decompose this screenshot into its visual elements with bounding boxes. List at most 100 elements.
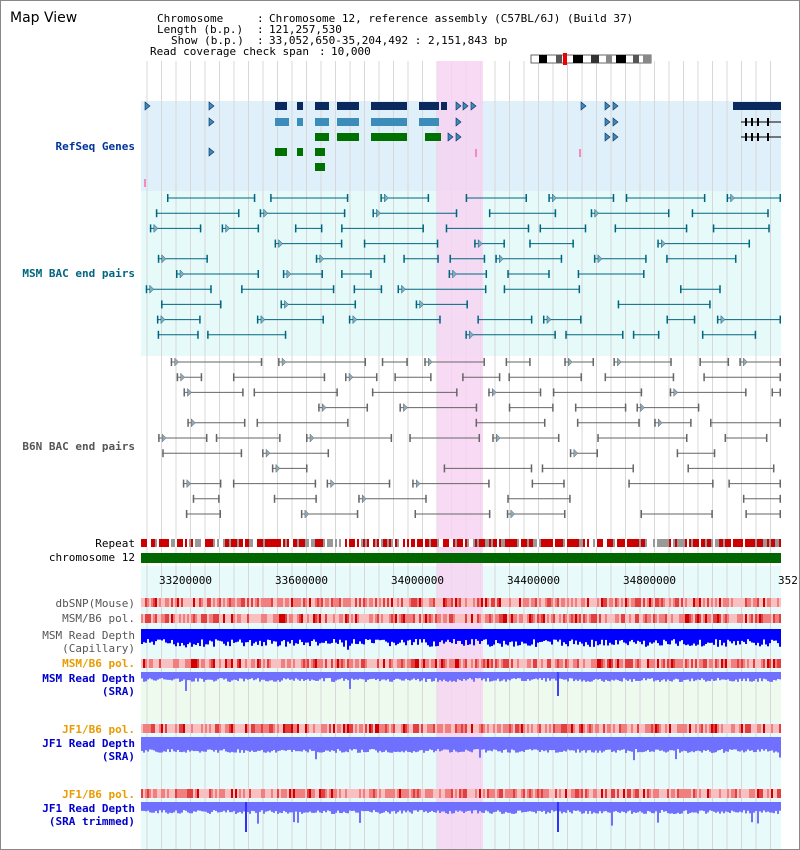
polymorphism-cell [271,614,273,623]
polymorphism-cell [697,789,699,798]
polymorphism-cell [561,614,563,623]
read-depth-bar [745,672,747,682]
read-depth-bar [659,672,661,682]
polymorphism-cell [705,614,707,623]
read-depth-bar [599,737,601,751]
read-depth-bar [617,629,619,645]
polymorphism-cell [677,598,679,607]
polymorphism-cell [461,614,463,623]
polymorphism-cell [245,724,247,733]
read-depth-bar [439,802,441,814]
polymorphism-cell [357,724,359,733]
polymorphism-cell [379,598,381,607]
polymorphism-cell [415,598,417,607]
track-label-msm-bac[interactable]: MSM BAC end pairs [22,267,135,280]
read-depth-bar [661,672,663,681]
polymorphism-cell [145,789,147,798]
polymorphism-cell [555,789,557,798]
polymorphism-cell [451,614,453,623]
read-depth-bar [685,629,687,646]
polymorphism-cell [223,789,225,798]
polymorphism-cell [577,659,579,668]
read-depth-bar [405,737,407,751]
polymorphism-cell [559,789,561,798]
read-depth-bar [643,802,645,814]
bac-end [727,358,730,366]
read-depth-bar [625,629,627,644]
read-depth-bar [627,629,629,646]
polymorphism-cell [365,598,367,607]
gene-strand-arrow [580,101,587,111]
polymorphism-cell [481,659,483,668]
polymorphism-cell [215,614,217,623]
read-depth-bar [677,672,679,680]
read-depth-bar [163,629,165,640]
polymorphism-cell [497,614,499,623]
polymorphism-cell [539,598,541,607]
track-label-jf1-b6-pol[interactable]: JF1/B6 pol. [62,723,135,736]
read-depth-bar [235,802,237,814]
read-depth-bar [563,629,565,643]
read-depth-bar [745,737,747,752]
repeat-mark [735,539,737,547]
read-depth-bar [633,629,635,643]
polymorphism-cell [267,614,269,623]
bac-end [343,209,346,218]
axis-tick-label: 34000000 [391,574,444,587]
polymorphism-cell [435,659,437,668]
read-depth-bar [297,629,299,644]
track-label-msm-depth-capillary[interactable]: MSM Read Depth [42,629,135,642]
repeat-mark [341,539,343,547]
read-depth-bar [367,802,369,811]
track-label-jf1-depth-sra[interactable]: JF1 Read Depth [42,737,135,750]
polymorphism-cell [443,789,445,798]
read-depth-bar [219,737,221,751]
bac-end [498,373,501,382]
polymorphism-cell [381,659,383,668]
repeat-mark [153,539,155,547]
read-depth-bar [461,629,463,645]
polymorphism-cell [479,614,481,623]
polymorphism-cell [193,659,195,668]
polymorphism-cell [391,724,393,733]
polymorphism-cell [565,598,567,607]
polymorphism-cell [431,614,433,623]
read-depth-bar [431,629,433,647]
polymorphism-cell [147,598,149,607]
track-label-jf1-depth-trimmed[interactable]: JF1 Read Depth [42,802,135,815]
polymorphism-cell [383,659,385,668]
track-label-refseq-genes[interactable]: RefSeq Genes [55,140,135,153]
polymorphism-cell [763,598,765,607]
polymorphism-cell [443,659,445,668]
track-label-chromosome[interactable]: chromosome 12 [48,551,135,564]
track-label-msm-b6-pol-sra[interactable]: MSM/B6 pol. [62,657,135,670]
bac-end [183,388,185,397]
read-depth-bar [601,629,603,640]
track-label-b6n-bac[interactable]: B6N BAC end pairs [22,440,135,453]
read-depth-bar [449,629,451,643]
read-depth-bar [411,737,413,753]
read-depth-bar [275,802,277,812]
read-depth-bar [365,737,367,753]
read-depth-bar [751,629,753,643]
repeat-mark [685,539,687,547]
track-label-repeat[interactable]: Repeat [95,537,135,550]
polymorphism-cell [733,724,735,733]
repeat-mark [679,539,681,547]
read-depth-bar [593,672,595,680]
track-label-msm-b6-pol[interactable]: MSM/B6 pol. [62,612,135,625]
track-label-jf1-b6-pol-trimmed[interactable]: JF1/B6 pol. [62,788,135,801]
read-depth-bar [689,672,691,682]
read-depth-bar [377,737,379,753]
track-label-msm-depth-sra[interactable]: MSM Read Depth [42,672,135,685]
bac-end [712,479,714,488]
repeat-mark [411,539,413,547]
track-label-dbsnp[interactable]: dbSNP(Mouse) [55,597,135,610]
read-depth-bar [389,629,391,647]
read-depth-bar [491,672,493,682]
polymorphism-cell [729,659,731,668]
read-depth-bar [645,737,647,752]
read-depth-bar [565,802,567,813]
read-depth-bar [211,802,213,812]
